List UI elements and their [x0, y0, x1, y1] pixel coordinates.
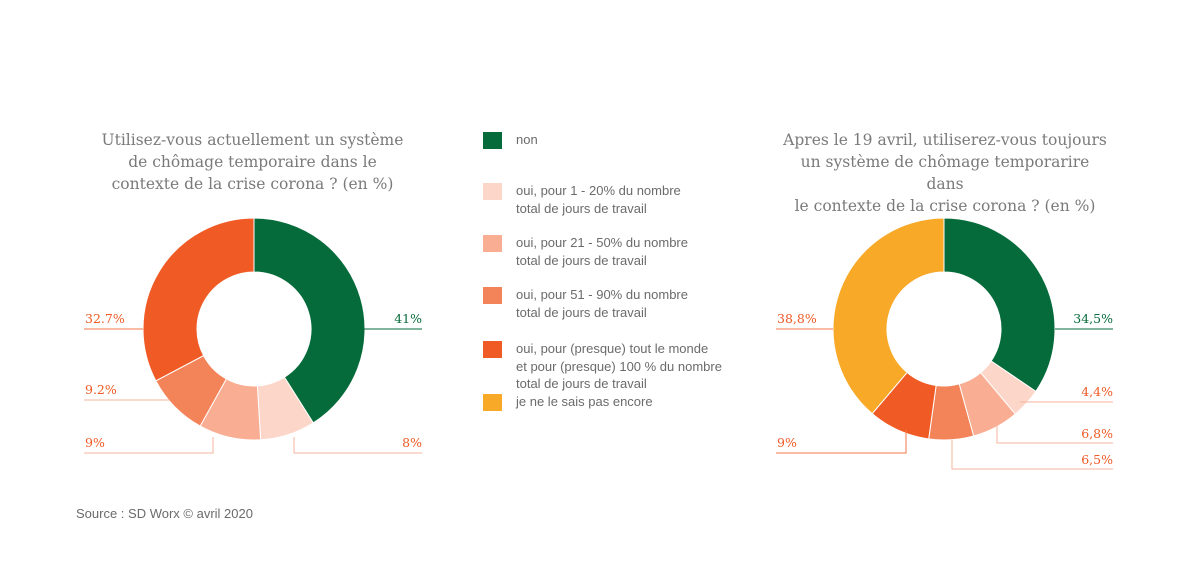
data-label: 6,5%	[1081, 452, 1113, 467]
source-note: Source : SD Worx © avril 2020	[76, 506, 253, 521]
leader-line	[84, 437, 214, 454]
legend-swatch	[483, 132, 502, 149]
chart-title-right: Apres le 19 avril, utiliserez-vous toujo…	[783, 131, 1107, 215]
slice-pct-100	[142, 217, 255, 382]
legend-swatch	[483, 287, 502, 304]
data-label: 41%	[394, 311, 422, 326]
donut-left: 41% 8% 9% 9.2% 32.7%	[84, 217, 422, 454]
leader-line	[776, 430, 907, 454]
data-label: 32.7%	[85, 311, 125, 326]
leader-line	[996, 425, 1113, 444]
slice-non	[253, 217, 366, 424]
data-label: 34,5%	[1073, 311, 1113, 326]
legend-swatch	[483, 394, 502, 411]
legend-label: je ne le sais pas encore	[516, 394, 653, 409]
data-label: 9%	[777, 435, 797, 450]
legend-label: oui, pour 51 - 90% du nombre total de jo…	[516, 287, 688, 320]
legend-swatch	[483, 183, 502, 200]
legend-swatch	[483, 235, 502, 252]
slice-ne-sais-pas	[832, 217, 945, 415]
data-label: 9.2%	[85, 382, 117, 397]
data-label: 6,8%	[1081, 426, 1113, 441]
legend-label: oui, pour 21 - 50% du nombre total de jo…	[516, 235, 688, 268]
data-label: 9%	[85, 435, 105, 450]
leader-line	[951, 440, 1113, 470]
legend-label: oui, pour (presque) tout le monde et pou…	[516, 341, 722, 391]
donut-right: 34,5% 4,4% 6,8% 6,5% 9% 38,8%	[776, 217, 1113, 470]
legend-label: oui, pour 1 - 20% du nombre total de jou…	[516, 183, 681, 216]
data-label: 8%	[402, 435, 422, 450]
data-label: 38,8%	[777, 311, 817, 326]
chart-title-left: Utilisez-vous actuellement un système de…	[101, 131, 404, 193]
legend-swatch	[483, 341, 502, 358]
data-label: 4,4%	[1081, 384, 1113, 399]
slice-non	[943, 217, 1056, 393]
leader-line	[293, 437, 422, 454]
legend-label: non	[516, 132, 538, 147]
